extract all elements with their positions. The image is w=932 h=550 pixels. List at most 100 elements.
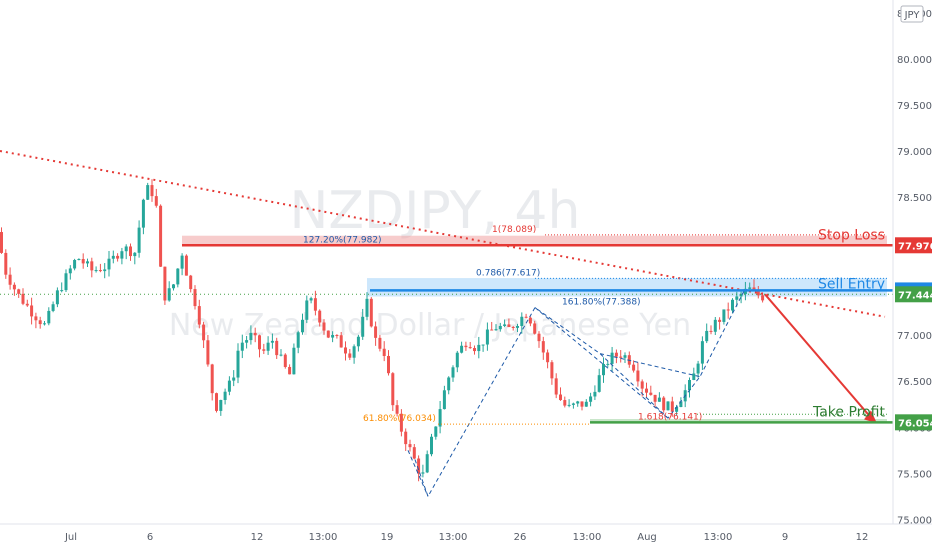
x-tick-0: Jul	[64, 532, 77, 543]
candle-body	[731, 299, 734, 311]
candle-body	[305, 300, 309, 320]
candle-body	[313, 298, 317, 311]
candle-body	[98, 270, 102, 272]
candle-body	[215, 393, 218, 411]
candle-body	[34, 316, 38, 321]
candle-body	[460, 345, 464, 353]
candle-body	[597, 375, 601, 392]
candle-body	[361, 316, 365, 337]
candle-body	[670, 401, 674, 412]
candle-body	[473, 348, 476, 352]
candle-body	[632, 364, 636, 371]
candle-body	[709, 330, 713, 332]
candle-body	[705, 330, 709, 342]
candle-body	[739, 294, 743, 297]
candle-body	[344, 347, 347, 354]
candle-body	[94, 270, 98, 272]
candle-body	[563, 400, 567, 406]
harmonic-pattern-layer	[407, 288, 746, 498]
candle-body	[649, 392, 653, 395]
candle-body	[0, 232, 3, 253]
candle-body	[451, 367, 455, 378]
price-tag-label-77.976: 77.976	[898, 241, 932, 252]
candle-body	[748, 287, 752, 289]
candle-body	[490, 329, 494, 331]
candle-body	[236, 350, 240, 378]
price-tag-label-77.444: 77.444	[898, 290, 932, 301]
x-tick-4: 19	[381, 532, 394, 543]
candle-body	[133, 252, 137, 257]
x-tick-2: 12	[251, 532, 264, 543]
candle-body	[756, 289, 760, 296]
candle-body	[356, 336, 360, 347]
x-tick-10: 9	[782, 532, 788, 543]
candle-body	[610, 352, 614, 364]
candle-body	[541, 341, 545, 353]
candle-body	[21, 293, 25, 304]
currency-badge-label: JPY	[904, 10, 921, 21]
candle-body	[180, 255, 184, 269]
candle-body	[249, 332, 253, 341]
candle-body	[210, 364, 214, 394]
candle-body	[503, 324, 507, 326]
annotation-labels-layer: Stop Loss 1(78.089) 127.20%(77.982) Sell En…	[303, 225, 885, 424]
fib-label-618: 61.80%(76.034)	[363, 414, 436, 424]
candle-body	[602, 363, 605, 376]
candle-body	[90, 261, 94, 271]
candle-body	[318, 310, 322, 323]
candle-body	[425, 454, 429, 473]
candle-body	[137, 227, 141, 253]
candle-body	[262, 349, 266, 351]
candle-body	[167, 288, 171, 301]
candle-body	[176, 268, 180, 285]
candle-body	[172, 284, 175, 289]
candle-body	[68, 268, 72, 274]
y-tick-1: 80.000	[897, 55, 932, 66]
price-tag-77.444	[895, 286, 932, 303]
candle-body	[726, 309, 730, 311]
candle-body	[352, 346, 356, 358]
candle-body	[404, 431, 408, 445]
projection-arrowhead	[864, 410, 877, 424]
candle-body	[421, 472, 425, 474]
y-tick-8: 76.500	[897, 377, 932, 388]
candle-body	[270, 340, 274, 343]
x-tick-3: 13:00	[309, 532, 338, 543]
x-tick-11: 12	[856, 532, 869, 543]
price-tags: 77.97677.48677.44476.054	[895, 237, 932, 431]
candle-body	[511, 327, 515, 329]
fib-label-0786: 0.786(77.617)	[476, 268, 540, 278]
pattern-ac-leg	[534, 307, 669, 419]
candle-body	[107, 258, 111, 270]
candle-body	[120, 251, 124, 259]
candle-body	[129, 246, 132, 257]
pattern-bd-leg	[599, 353, 701, 378]
candle-body	[623, 355, 627, 358]
candle-body	[232, 377, 236, 381]
time-axis[interactable]: Jul 6 12 13:00 19 13:00 26 13:00 Aug 13:00 9 12	[64, 532, 868, 543]
x-tick-8: Aug	[637, 532, 657, 543]
candle-body	[253, 332, 257, 336]
candle-body	[25, 303, 29, 306]
candle-body	[477, 344, 481, 352]
candle-body	[442, 390, 446, 410]
candle-body	[322, 322, 326, 331]
candle-body	[146, 185, 150, 200]
candle-body	[81, 259, 85, 264]
candle-body	[567, 404, 571, 406]
candle-body	[619, 356, 623, 358]
currency-badge[interactable]: JPY	[900, 5, 924, 23]
candle-body	[481, 344, 485, 346]
take-profit-zone	[590, 419, 887, 423]
x-tick-6: 26	[514, 532, 527, 543]
candle-body	[735, 296, 739, 300]
candle-body	[163, 266, 167, 301]
candle-body	[430, 436, 433, 455]
candle-body	[455, 352, 459, 368]
candle-body	[537, 333, 541, 342]
candle-body	[584, 401, 588, 407]
candle-body	[38, 320, 42, 325]
candle-body	[4, 252, 8, 275]
candle-body	[219, 399, 223, 411]
